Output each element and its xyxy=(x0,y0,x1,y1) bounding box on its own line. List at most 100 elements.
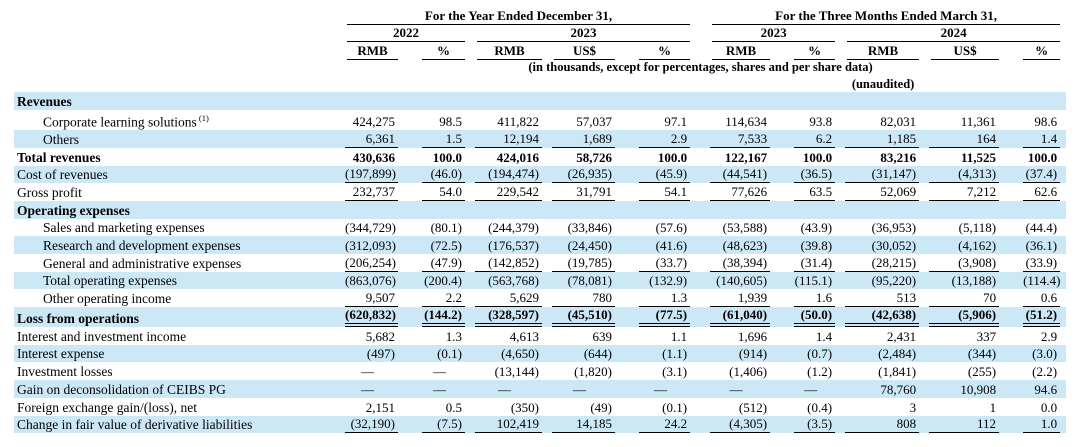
value-cell: 100.0 xyxy=(657,149,688,165)
value-cell: (3.0) xyxy=(1032,346,1058,362)
value-cell: (72.5) xyxy=(430,238,462,253)
unaudited-note-row: (unaudited) xyxy=(14,75,1066,92)
unit-header: RMB xyxy=(465,42,542,60)
unaudited-note: (unaudited) xyxy=(851,77,915,91)
header-spacer xyxy=(14,42,335,60)
value-cell: (4,305) xyxy=(700,416,771,434)
value-cell: (36.5) xyxy=(770,166,836,184)
table-row: Corporate learning solutions (1) 424,275 9… xyxy=(14,110,1066,131)
column-gap xyxy=(690,148,700,166)
value-cell: 424,016 xyxy=(496,149,539,165)
value-cell: 808 xyxy=(835,416,920,434)
section-header-label: Operating expenses xyxy=(17,202,130,218)
table-row: Revenues xyxy=(14,92,1067,110)
year-ended-group-title: For the Year Ended December 31, xyxy=(347,8,691,25)
year-ended-group: For the Year Ended December 31, xyxy=(335,8,691,25)
column-gap xyxy=(690,254,700,272)
value-cell: (497) xyxy=(366,346,395,362)
column-gap xyxy=(690,362,700,380)
value-cell: (46.0) xyxy=(398,166,465,184)
header-spacer xyxy=(14,60,335,75)
table-row: Foreign exchange gain/(loss), net 2,151 0.… xyxy=(14,398,1066,416)
row-label: Gross profit xyxy=(17,184,82,200)
value-cell: (51.2) xyxy=(999,307,1061,328)
value-cell: (114.4) xyxy=(1023,273,1061,289)
value-cell: (1,841) xyxy=(878,364,917,380)
value-cell: 639 xyxy=(592,328,613,344)
value-cell: 4,613 xyxy=(509,328,539,344)
column-gap xyxy=(690,166,700,184)
table-row: Sales and marketing expenses (344,729) (80… xyxy=(14,219,1066,237)
unit-header: US$ xyxy=(542,42,615,60)
value-cell: (33,846) xyxy=(567,220,612,236)
value-cell: (80.1) xyxy=(430,220,462,236)
unit-header: % xyxy=(398,42,465,60)
value-cell: (644) xyxy=(583,346,612,362)
value-cell: (2,484) xyxy=(878,346,917,362)
table-header: For the Year Ended December 31, For the … xyxy=(14,8,1066,92)
table-row: Change in fair value of derivative liabi… xyxy=(14,415,1067,434)
value-cell: 2,431 xyxy=(886,328,917,344)
unit-header: RMB xyxy=(700,42,771,60)
value-cell: 77,626 xyxy=(700,183,771,201)
value-cell: 1 xyxy=(989,399,997,415)
value-cell: (142,852) xyxy=(465,254,542,272)
three-months-group-title: For the Three Months Ended March 31, xyxy=(712,8,1061,25)
value-cell: (863,076) xyxy=(345,273,396,289)
value-cell: 100.0 xyxy=(432,149,462,165)
value-cell: 5,629 xyxy=(465,289,542,308)
value-cell: 14,185 xyxy=(542,416,615,434)
header-unit-row: RMB % RMB US$ % RMB % RMB US$ % xyxy=(14,42,1066,60)
value-cell: 1,696 xyxy=(737,328,768,344)
column-gap xyxy=(690,219,700,237)
unaudited-note-cell: (unaudited) xyxy=(700,75,1066,92)
table-row: Operating expenses xyxy=(14,200,1067,219)
unit-label: RMB xyxy=(347,43,398,60)
unit-label: RMB xyxy=(847,43,920,60)
value-cell: 12,194 xyxy=(465,130,542,148)
value-cell: — xyxy=(361,364,374,380)
row-pad xyxy=(1060,289,1066,307)
row-label: Research and development expenses xyxy=(43,238,241,253)
value-cell: (36,953) xyxy=(871,220,917,236)
value-cell: 114,634 xyxy=(725,114,768,130)
year-2023-annual: 2023 xyxy=(465,25,691,42)
value-cell: (344,729) xyxy=(345,220,396,236)
table-row: Total revenues 430,636 100.0 424,016 58,726 1… xyxy=(14,148,1066,166)
value-cell: (0.1) xyxy=(662,399,688,415)
column-gap xyxy=(690,110,700,131)
value-cell: 100.0 xyxy=(802,149,833,165)
row-pad xyxy=(1060,272,1066,290)
value-cell: (24,450) xyxy=(567,238,612,253)
value-cell: 94.6 xyxy=(1034,381,1058,397)
row-pad xyxy=(1060,327,1066,345)
value-cell: (344) xyxy=(967,346,997,362)
value-cell: (50.0) xyxy=(770,307,836,328)
table-row: Investment losses — — (13,144) (1,820) (3.1) (… xyxy=(14,362,1066,380)
row-pad xyxy=(1060,183,1066,201)
value-cell: 1,689 xyxy=(542,130,615,148)
footnote-marker: (1) xyxy=(196,112,209,123)
value-cell: (19,785) xyxy=(542,254,615,272)
year-2024-quarter: 2024 xyxy=(835,25,1061,42)
row-pad xyxy=(1060,380,1066,398)
value-cell: 58,726 xyxy=(576,149,612,165)
value-cell: (5,118) xyxy=(958,220,997,236)
value-cell: 1.6 xyxy=(770,289,836,308)
value-cell: (0.1) xyxy=(437,346,462,362)
value-cell: — xyxy=(804,381,818,397)
value-cell: (78,081) xyxy=(567,273,612,289)
value-cell: 7,212 xyxy=(919,183,1000,201)
header-spacer xyxy=(14,8,335,25)
column-gap xyxy=(690,398,700,416)
column-gap xyxy=(690,307,700,327)
value-cell: 82,031 xyxy=(880,114,917,130)
column-gap xyxy=(690,345,700,363)
value-cell: — xyxy=(433,381,446,397)
value-cell: (1.1) xyxy=(662,346,688,362)
unit-label: RMB xyxy=(477,43,542,60)
value-cell: 70 xyxy=(919,289,1000,308)
row-pad xyxy=(1060,110,1066,131)
value-cell: 62.6 xyxy=(999,183,1061,201)
year-2023-quarter: 2023 xyxy=(700,25,836,42)
